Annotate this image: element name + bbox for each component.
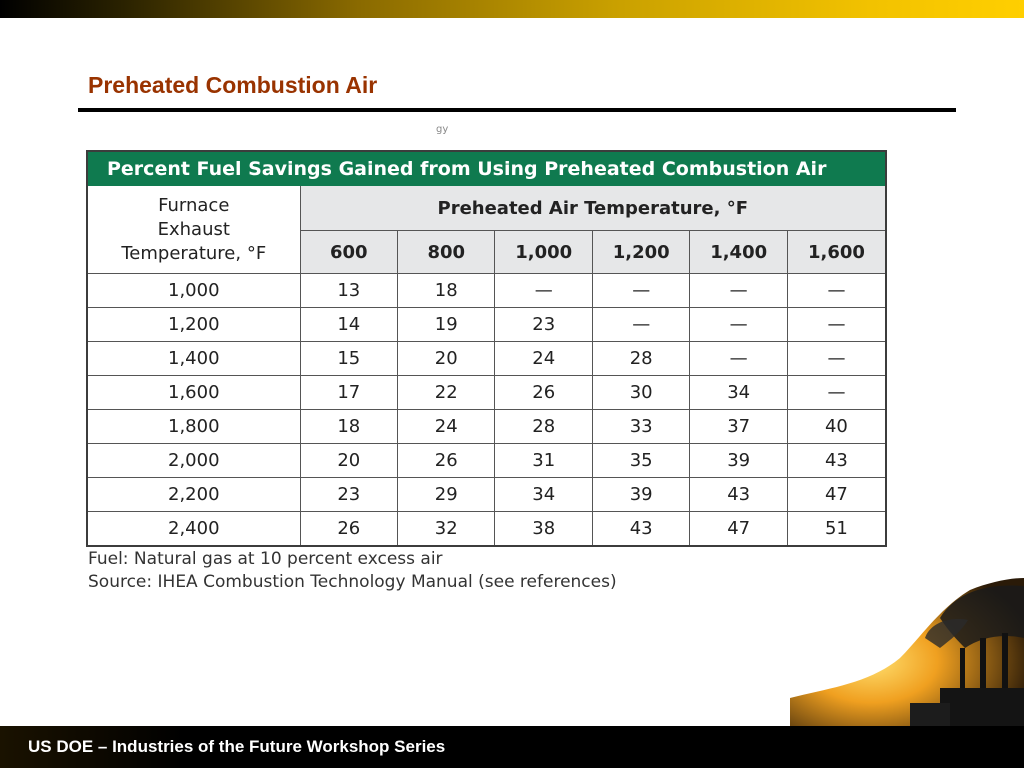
fuel-savings-cell: 32 xyxy=(397,511,496,545)
slide-title: Preheated Combustion Air xyxy=(88,72,378,98)
fuel-savings-cell: 39 xyxy=(689,443,788,478)
fuel-savings-cell: 47 xyxy=(786,477,885,512)
fuel-savings-cell: 20 xyxy=(397,341,496,376)
row-header-line: Exhaust xyxy=(157,218,230,240)
exhaust-temperature-header: Furnace Exhaust Temperature, °F xyxy=(88,186,301,274)
fuel-savings-cell: 30 xyxy=(591,375,691,410)
footer-series-title: US DOE – Industries of the Future Worksh… xyxy=(28,737,446,756)
fuel-savings-cell: — xyxy=(786,307,885,342)
cropped-text-fragment: gy xyxy=(436,124,449,135)
title-divider xyxy=(78,108,956,112)
fuel-savings-cell: 26 xyxy=(299,511,399,545)
fuel-savings-cell: 31 xyxy=(494,443,593,478)
fuel-savings-cell: 47 xyxy=(689,511,788,545)
exhaust-temperature-cell: 1,000 xyxy=(88,273,301,308)
fuel-savings-cell: 38 xyxy=(494,511,593,545)
fuel-savings-cell: 28 xyxy=(494,409,593,444)
fuel-savings-cell: — xyxy=(689,273,788,308)
source-footnote: Source: IHEA Combustion Technology Manua… xyxy=(88,572,617,592)
fuel-savings-cell: 22 xyxy=(397,375,496,410)
fuel-savings-cell: — xyxy=(591,307,691,342)
fuel-savings-cell: 13 xyxy=(299,273,399,308)
fuel-savings-cell: — xyxy=(786,273,885,308)
top-gradient-band xyxy=(0,0,1024,18)
fuel-savings-cell: 26 xyxy=(397,443,496,478)
fuel-savings-cell: 23 xyxy=(494,307,593,342)
fuel-savings-cell: 15 xyxy=(299,341,399,376)
exhaust-temperature-cell: 1,600 xyxy=(88,375,301,410)
fuel-savings-cell: — xyxy=(689,341,788,376)
table-row: 1,000 13 18— — — — xyxy=(88,273,885,308)
table-row: 1,200 14 19 23— — — xyxy=(88,307,885,342)
fuel-savings-cell: 43 xyxy=(591,511,691,545)
fuel-savings-cell: 14 xyxy=(299,307,399,342)
exhaust-temperature-cell: 2,000 xyxy=(88,443,301,478)
fuel-savings-cell: 29 xyxy=(397,477,496,512)
preheated-air-temperature-header: Preheated Air Temperature, °F xyxy=(299,186,885,231)
table-row: 1,400 15 20 24 28— — xyxy=(88,341,885,376)
table-caption: Percent Fuel Savings Gained from Using P… xyxy=(88,152,885,186)
fuel-savings-cell: 33 xyxy=(591,409,691,444)
row-header-line: Temperature, °F xyxy=(121,242,267,264)
fuel-savings-cell: — xyxy=(689,307,788,342)
exhaust-temperature-cell: 2,400 xyxy=(88,511,301,545)
fuel-savings-cell: 39 xyxy=(591,477,691,512)
exhaust-temperature-cell: 1,800 xyxy=(88,409,301,444)
fuel-savings-cell: — xyxy=(591,273,691,308)
fuel-savings-cell: 37 xyxy=(689,409,788,444)
table-row: 2,000 20 26 31 35 39 43 xyxy=(88,443,885,478)
table-row: 2,400 26 32 38 43 47 51 xyxy=(88,511,885,545)
fuel-savings-cell: 20 xyxy=(299,443,399,478)
fuel-savings-cell: 23 xyxy=(299,477,399,512)
fuel-savings-cell: 19 xyxy=(397,307,496,342)
exhaust-temperature-cell: 1,200 xyxy=(88,307,301,342)
fuel-savings-table: Percent Fuel Savings Gained from Using P… xyxy=(86,150,887,547)
fuel-savings-cell: — xyxy=(786,375,885,410)
fuel-savings-cell: 18 xyxy=(397,273,496,308)
preheat-temp-column-header: 800 xyxy=(397,230,496,274)
fuel-savings-cell: 18 xyxy=(299,409,399,444)
preheat-temp-column-header: 1,200 xyxy=(591,230,691,274)
exhaust-temperature-cell: 2,200 xyxy=(88,477,301,512)
fuel-footnote: Fuel: Natural gas at 10 percent excess a… xyxy=(88,549,443,569)
savings-grid: Furnace Exhaust Temperature, °F Preheate… xyxy=(88,186,885,545)
row-header-line: Furnace xyxy=(158,194,230,216)
fuel-savings-cell: 34 xyxy=(494,477,593,512)
preheat-temp-column-header: 1,000 xyxy=(494,230,593,274)
fuel-savings-cell: — xyxy=(494,273,593,308)
fuel-savings-cell: — xyxy=(786,341,885,376)
fuel-savings-cell: 24 xyxy=(397,409,496,444)
fuel-savings-cell: 24 xyxy=(494,341,593,376)
fuel-savings-cell: 26 xyxy=(494,375,593,410)
exhaust-temperature-cell: 1,400 xyxy=(88,341,301,376)
footer-bar xyxy=(0,726,1024,768)
fuel-savings-cell: 35 xyxy=(591,443,691,478)
fuel-savings-cell: 28 xyxy=(591,341,691,376)
fuel-savings-cell: 17 xyxy=(299,375,399,410)
table-row: 1,800 18 24 28 33 37 40 xyxy=(88,409,885,444)
preheat-temp-column-header: 600 xyxy=(300,230,399,274)
fuel-savings-cell: 51 xyxy=(786,511,885,545)
table-row: 2,200 23 29 34 39 43 47 xyxy=(88,477,885,512)
table-row: 1,600 17 22 26 30 34— xyxy=(88,375,885,410)
fuel-savings-cell: 43 xyxy=(786,443,885,478)
smokestack-image xyxy=(790,578,1024,728)
fuel-savings-cell: 34 xyxy=(689,375,788,410)
preheat-temp-column-header: 1,400 xyxy=(689,230,788,274)
preheat-temp-column-header: 1,600 xyxy=(786,230,885,274)
fuel-savings-cell: 43 xyxy=(689,477,788,512)
fuel-savings-cell: 40 xyxy=(786,409,885,444)
